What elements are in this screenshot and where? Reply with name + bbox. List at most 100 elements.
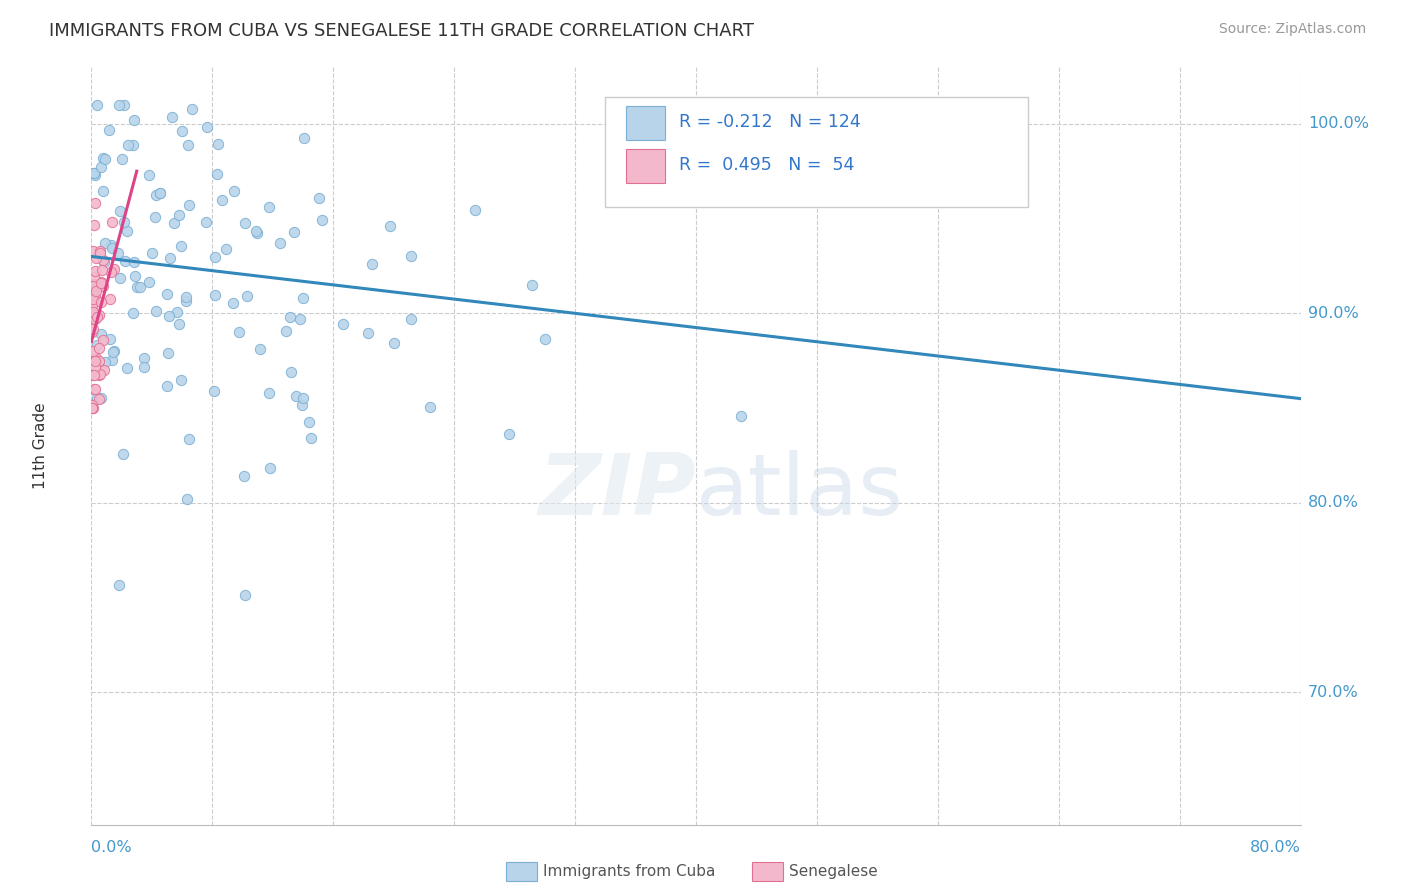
Point	[134, 359, 156, 374]
Point	[93, 255, 115, 269]
Point	[145, 188, 167, 202]
Point	[112, 447, 135, 461]
Point	[730, 409, 752, 423]
Point	[278, 310, 301, 324]
Bar	[626, 106, 665, 140]
Point	[84, 264, 107, 278]
Point	[90, 262, 112, 277]
Point	[205, 167, 228, 181]
Point	[167, 317, 190, 331]
Point	[83, 354, 105, 368]
Point	[125, 279, 148, 293]
Point	[332, 317, 354, 331]
Point	[235, 588, 257, 602]
Point	[82, 298, 104, 312]
Point	[86, 278, 108, 293]
Point	[382, 336, 405, 351]
Point	[122, 306, 145, 320]
Point	[170, 238, 193, 252]
Point	[87, 353, 110, 368]
Point	[84, 251, 107, 265]
Point	[156, 286, 179, 301]
Point	[83, 288, 105, 302]
Point	[311, 213, 333, 227]
Point	[122, 138, 145, 153]
Point	[82, 321, 104, 335]
Point	[86, 98, 108, 112]
Point	[292, 392, 315, 406]
Text: R = -0.212   N = 124: R = -0.212 N = 124	[679, 113, 860, 131]
Point	[84, 195, 107, 210]
Point	[124, 255, 146, 269]
Point	[83, 382, 105, 396]
Point	[84, 168, 107, 182]
Point	[156, 379, 179, 393]
Point	[159, 251, 181, 265]
Point	[100, 265, 122, 279]
Point	[82, 283, 104, 297]
Point	[86, 310, 108, 324]
Point	[211, 193, 233, 207]
FancyBboxPatch shape	[605, 97, 1029, 207]
Text: 11th Grade: 11th Grade	[34, 402, 48, 490]
Point	[129, 280, 152, 294]
Point	[149, 186, 172, 200]
Point	[195, 215, 218, 229]
Point	[419, 400, 441, 414]
Point	[87, 392, 110, 407]
Point	[112, 215, 135, 229]
Text: R =  0.495   N =  54: R = 0.495 N = 54	[679, 156, 855, 174]
Point	[82, 401, 104, 416]
Text: 80.0%: 80.0%	[1250, 840, 1301, 855]
Point	[89, 276, 111, 290]
Point	[163, 216, 186, 230]
Point	[292, 131, 315, 145]
Bar	[626, 149, 665, 183]
Point	[170, 374, 193, 388]
Point	[228, 326, 250, 340]
Point	[91, 279, 114, 293]
Point	[204, 250, 226, 264]
Point	[207, 136, 229, 151]
Point	[83, 277, 105, 292]
Point	[108, 271, 131, 285]
Point	[97, 123, 120, 137]
Point	[232, 468, 254, 483]
Point	[103, 343, 125, 358]
Point	[103, 261, 125, 276]
Point	[86, 337, 108, 351]
Point	[117, 137, 139, 152]
Point	[114, 254, 136, 268]
Point	[179, 198, 201, 212]
Point	[83, 166, 105, 180]
Point	[149, 186, 172, 201]
Point	[100, 238, 122, 252]
Point	[110, 204, 132, 219]
Point	[90, 275, 112, 289]
Point	[464, 203, 486, 218]
Point	[93, 151, 115, 165]
Point	[291, 398, 314, 412]
Point	[233, 216, 256, 230]
Point	[94, 235, 117, 250]
Point	[174, 293, 197, 308]
Point	[224, 184, 246, 198]
Point	[100, 214, 122, 228]
Point	[82, 305, 104, 319]
Point	[308, 191, 330, 205]
Point	[167, 208, 190, 222]
Point	[283, 225, 305, 239]
Point	[93, 355, 115, 369]
Point	[157, 346, 180, 360]
Point	[83, 269, 105, 284]
Point	[498, 426, 520, 441]
Point	[82, 325, 104, 339]
Point	[145, 304, 167, 318]
Point	[222, 296, 245, 310]
Text: 0.0%: 0.0%	[91, 840, 132, 855]
Point	[138, 169, 160, 183]
Point	[98, 333, 121, 347]
Point	[280, 365, 302, 379]
Point	[108, 98, 131, 112]
Point	[89, 246, 111, 260]
